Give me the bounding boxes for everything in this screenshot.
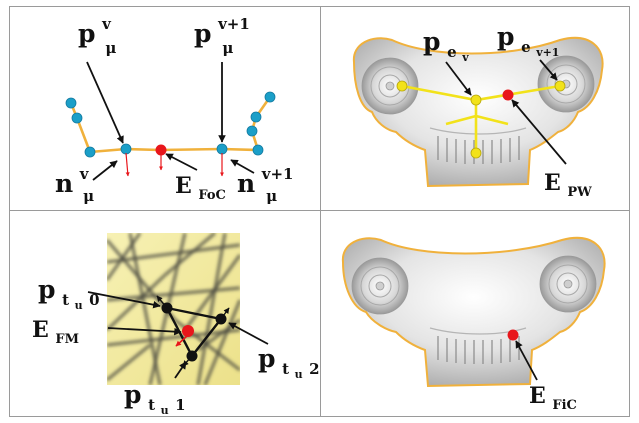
- label-e-pw: E PW: [544, 170, 592, 200]
- label-p-ev: p e v: [423, 27, 469, 64]
- pointer-arrow: [511, 99, 567, 165]
- pointer-arrow: [230, 159, 255, 174]
- skeleton-node: [396, 80, 408, 92]
- label-e-fm: E FM: [32, 317, 79, 347]
- pointer-arrow: [107, 327, 182, 336]
- capital-outline: [341, 237, 606, 388]
- curve-node: [65, 97, 77, 109]
- skeleton-node-ev: [470, 94, 482, 106]
- pointer-arrow: [515, 340, 538, 381]
- curve-polyline: [69, 96, 272, 154]
- skeleton-node: [470, 147, 482, 159]
- label-p-tu2: p t u 2: [258, 344, 320, 382]
- panel-top-right: p e v p e v+1 E PW: [352, 22, 604, 200]
- panel-top-left: p v μ p v+1 μ n v μ n v+1 μ E FoC: [55, 14, 299, 205]
- panel-grid: [9, 6, 630, 417]
- pointer-arrow: [86, 61, 124, 144]
- curve-node: [246, 125, 258, 137]
- normal-arrow-v: [125, 152, 130, 177]
- label-p-ev1: p e v+1: [497, 22, 559, 59]
- label-n-mu-v1: n v+1 μ: [237, 164, 299, 205]
- pointer-arrow: [87, 291, 161, 309]
- pointer-arrow: [174, 361, 187, 379]
- efic-target-point: [507, 329, 519, 341]
- curve-node: [264, 91, 276, 103]
- epw-target-point: [502, 89, 514, 101]
- label-p-mu-v1: p v+1 μ: [194, 14, 255, 57]
- skeleton: [396, 80, 566, 159]
- panel-bottom-left: p t u 0 E FM p t u 1 p t u 2: [32, 233, 320, 418]
- label-p-mu-v: p v μ: [78, 14, 116, 57]
- label-n-mu-v: n v μ: [55, 164, 94, 205]
- curve-nodes: [65, 91, 276, 158]
- pointer-arrow: [92, 160, 118, 181]
- pointer-arrow: [539, 59, 558, 81]
- curve-node-pv: [120, 143, 132, 155]
- curve-node-pv1: [216, 143, 228, 155]
- label-e-fic: E FiC: [529, 383, 577, 413]
- curve-node: [84, 146, 96, 158]
- efoc-target-point: [155, 144, 167, 156]
- capital-model: [352, 37, 604, 188]
- curve-node: [252, 144, 264, 156]
- efm-target-point: [182, 325, 194, 337]
- pointer-arrow: [165, 153, 198, 171]
- pointer-arrow: [228, 322, 269, 345]
- label-p-tu1: p t u 1: [124, 380, 186, 418]
- curve-node: [250, 111, 262, 123]
- pointer-arrow: [445, 61, 472, 96]
- panel-bottom-right: E FiC: [341, 237, 606, 413]
- capital-model: [341, 237, 606, 388]
- label-p-tu0: p t u 0: [38, 275, 100, 313]
- curve-node: [71, 112, 83, 124]
- label-e-foc: E FoC: [175, 173, 226, 203]
- skeleton-node-ev1: [554, 80, 566, 92]
